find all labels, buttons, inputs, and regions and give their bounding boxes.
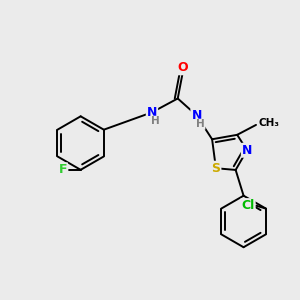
Text: CH₃: CH₃ xyxy=(259,118,280,128)
Text: S: S xyxy=(212,162,220,175)
Text: H: H xyxy=(196,119,205,129)
Text: O: O xyxy=(177,61,188,74)
Text: F: F xyxy=(58,163,67,176)
Text: N: N xyxy=(242,144,252,157)
Text: N: N xyxy=(191,109,202,122)
Text: H: H xyxy=(151,116,159,126)
Text: Cl: Cl xyxy=(242,199,255,212)
Text: N: N xyxy=(147,106,157,119)
